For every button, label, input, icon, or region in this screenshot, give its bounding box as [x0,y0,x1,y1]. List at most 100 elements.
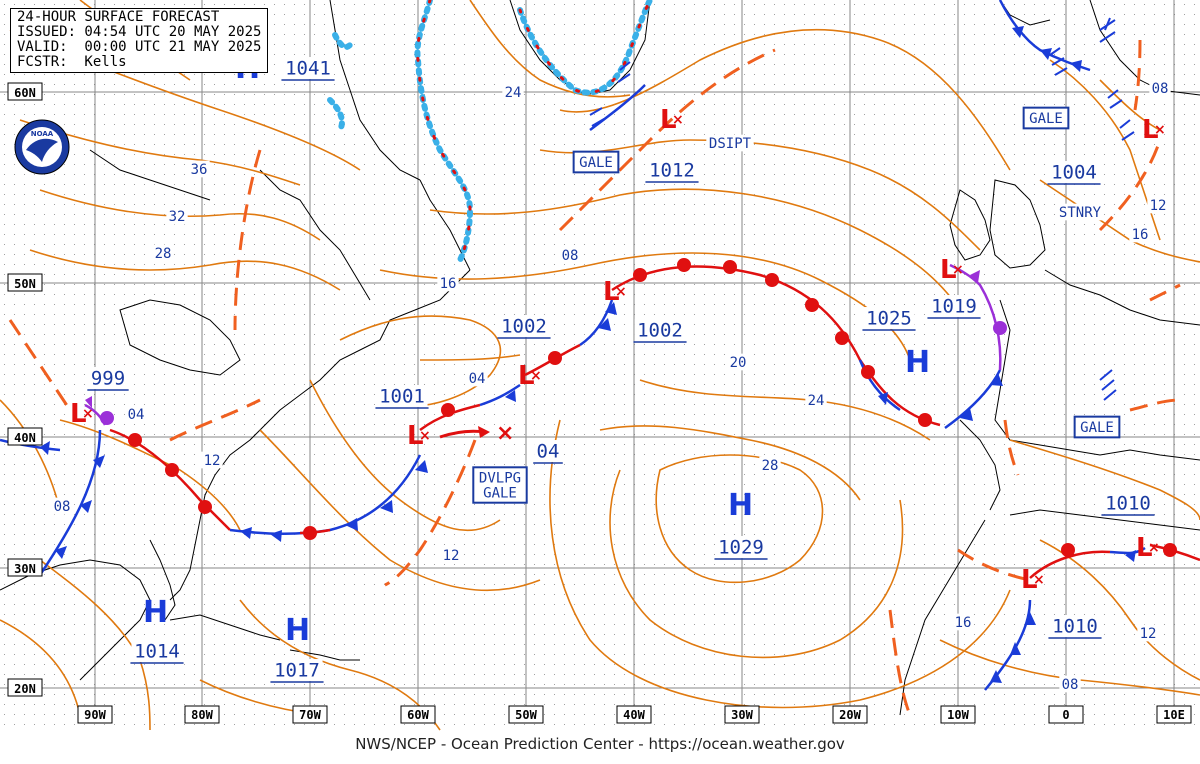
lon-label: 80W [191,708,213,722]
pressure-value-bg [131,640,183,662]
svg-text:L: L [70,399,87,429]
isobar-label-bg [51,497,73,515]
isobar-label-bg [759,456,781,474]
lon-label: 70W [299,708,321,722]
gale-warning: GALE [1029,111,1063,127]
pressure-value: 04 [537,441,560,463]
lat-label-box [7,427,43,446]
isobar-label: 16 [1132,227,1149,243]
lon-label: 90W [84,708,106,722]
pressure-value-bg [534,440,562,462]
isobar-label-bg [1149,79,1171,97]
isobar-label: 16 [955,615,972,631]
gale-warning: GALE [1080,420,1114,436]
gale-warning-box [1022,106,1070,130]
lon-label-box [616,705,652,724]
isobar-label-bg [201,451,223,469]
isobar-label: 12 [443,548,460,564]
lon-label-box [1156,705,1192,724]
lon-label: 60W [407,708,429,722]
cold-front [38,429,102,576]
pressure-value-bg [715,536,767,558]
warm-front [1029,550,1111,579]
lat-label: 60N [14,86,36,100]
wind-barbs [589,17,1135,401]
header-title: 24-HOUR SURFACE FORECAST [17,9,220,25]
isobars [0,0,1200,731]
isobar-label-bg [727,353,749,371]
isobar-label: 08 [1152,81,1169,97]
gale-warning-box [572,150,620,174]
gale-warning: GALE [483,485,517,501]
lat-label-box [7,558,43,577]
pressure-value-bg [271,659,323,681]
svg-text:×: × [530,368,542,384]
pressure-value: 1001 [379,386,425,408]
pressure-value-bg [1102,492,1154,514]
lon-label-box [1048,705,1084,724]
isobar-label: 24 [808,393,825,409]
isobar-label: 16 [440,276,457,292]
pressure-value: 1025 [866,308,912,330]
svg-text:×: × [496,421,514,446]
svg-text:×: × [419,428,431,444]
isobar-label: 28 [762,458,779,474]
lon-label-box [832,705,868,724]
troughs [8,39,1181,716]
isobar-label: 04 [469,371,486,387]
low-movement-arrow: × [439,421,514,446]
pressure-value: 1014 [134,641,180,663]
pressure-value-bg [376,385,428,407]
cold-front [479,383,521,407]
isobar-label: 20 [730,355,747,371]
lon-label-box [940,705,976,724]
svg-text:L: L [518,361,535,391]
svg-text:L: L [407,421,424,451]
isobar-label: 08 [562,248,579,264]
front-annotation: DSIPT [709,136,752,152]
pressure-value: 1002 [501,316,547,338]
pressure-value-bg [646,159,698,181]
isobar-label-bg [559,246,581,264]
lon-label: 50W [515,708,537,722]
isobar-label: 28 [155,246,172,262]
svg-text:×: × [1033,572,1045,588]
isobar-label-bg [466,369,488,387]
isobar-label-bg [1129,225,1151,243]
ice-edge [327,0,653,263]
cold-front [858,359,901,412]
gale-warning-box [472,466,528,504]
lon-label: 10E [1163,708,1185,722]
lon-label-box [77,705,113,724]
lat-label: 20N [14,682,36,696]
pressure-value-bg [498,315,550,337]
isobar-label: 12 [1150,198,1167,214]
isobar-label-bg [152,244,174,262]
cold-front [0,438,61,452]
isobar-label: 04 [128,407,145,423]
svg-text:×: × [82,406,94,422]
lon-label: 30W [731,708,753,722]
svg-text:H: H [143,595,168,630]
lon-label: 10W [947,708,969,722]
noaa-logo-text: NOAA [31,130,54,138]
svg-text:H: H [285,613,310,648]
lat-label-box [7,82,43,101]
pressure-value: 999 [91,368,125,390]
isobar-label-bg [952,613,974,631]
gale-warning: DVLPG [479,471,521,487]
isobar-label-bg [437,274,459,292]
svg-text:L: L [660,105,677,135]
isobar-label: 12 [1140,626,1157,642]
lat-label-box [7,273,43,292]
isobar-label-bg [805,391,827,409]
isobar-label: 24 [505,85,522,101]
lon-label-box [400,705,436,724]
lon-label-box [508,705,544,724]
svg-text:×: × [615,284,627,300]
svg-text:×: × [1154,122,1166,138]
low-center-markers: L L L L L L L L L [70,105,1159,595]
occluded-front [949,263,1002,371]
gale-warning: GALE [579,155,613,171]
